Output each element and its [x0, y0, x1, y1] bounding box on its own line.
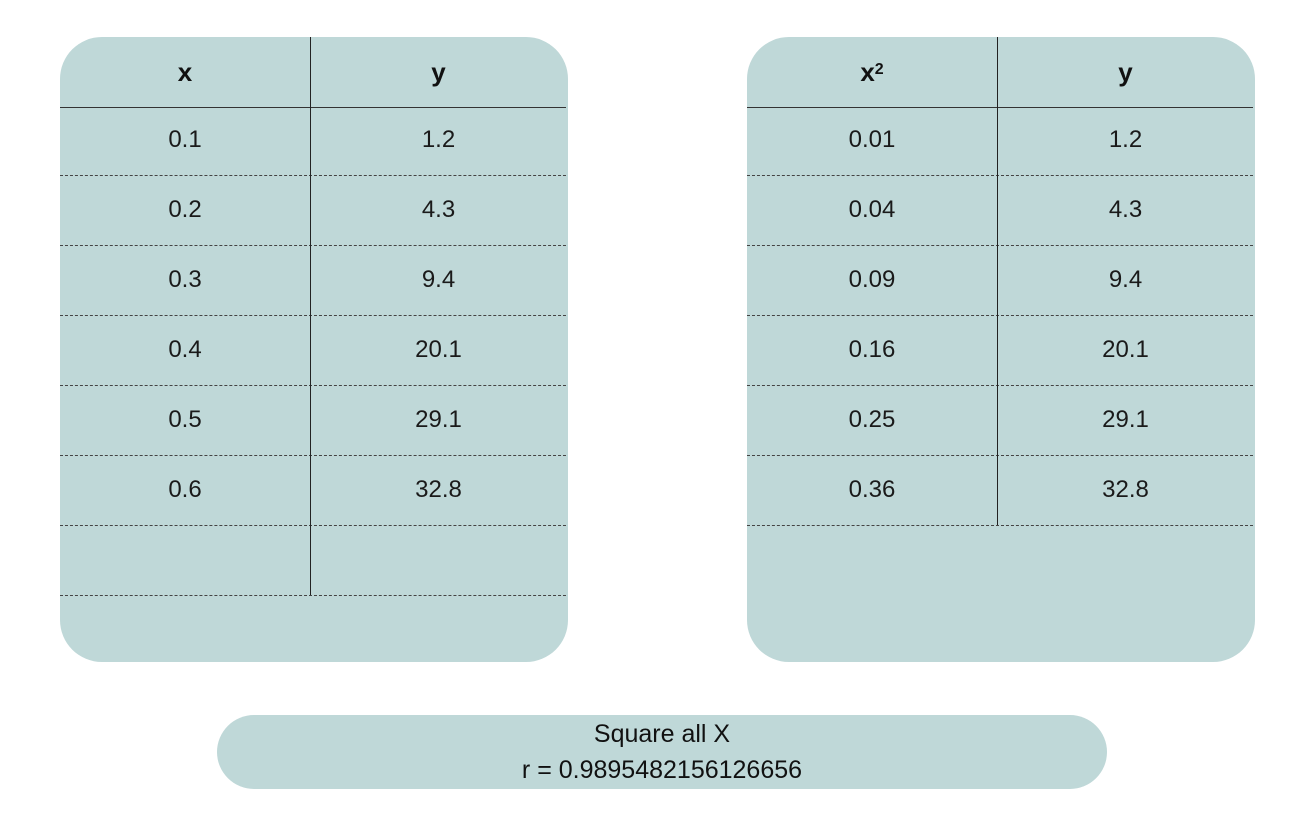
column-header-y: y	[1118, 56, 1133, 87]
cell-x-squared[interactable]: 0.01	[747, 105, 998, 175]
cell-x[interactable]: 0.2	[60, 175, 311, 245]
table-row: 0.25 29.1	[747, 385, 1253, 456]
cell-y[interactable]: 4.3	[421, 196, 456, 223]
table-row: 0.01 1.2	[747, 105, 1253, 176]
column-header-y: y	[431, 56, 446, 87]
table-row: 0.16 20.1	[747, 315, 1253, 386]
table-row: 0.2 4.3	[60, 175, 566, 246]
header-exponent: 2	[874, 61, 884, 78]
transform-result-button[interactable]: Square all X r = 0.9895482156126656	[217, 715, 1107, 789]
column-header-x: x	[60, 37, 311, 107]
table-row: 0.6 32.8	[60, 455, 566, 526]
cell-y[interactable]: 32.8	[1102, 476, 1149, 503]
cell-y[interactable]: 9.4	[1108, 266, 1143, 293]
header-x-text: x	[860, 56, 875, 87]
table-row: 0.5 29.1	[60, 385, 566, 456]
transform-label: Square all X	[593, 720, 731, 748]
table-header-row: x y	[60, 37, 566, 108]
cell-y[interactable]: 29.1	[1102, 406, 1149, 433]
table-row: 0.09 9.4	[747, 245, 1253, 316]
cell-x-squared[interactable]: 0.16	[747, 315, 998, 385]
cell-x[interactable]: 0.5	[60, 385, 311, 455]
cell-x[interactable]: 0.6	[60, 455, 311, 525]
cell-y[interactable]: 4.3	[1108, 196, 1143, 223]
cell-y[interactable]: 20.1	[1102, 336, 1149, 363]
cell-y[interactable]: 29.1	[415, 406, 462, 433]
cell-x-squared[interactable]: 0.36	[747, 455, 998, 525]
table-row-empty	[60, 525, 566, 596]
cell-y[interactable]	[311, 525, 566, 595]
table-row: 0.3 9.4	[60, 245, 566, 316]
table-row: 0.36 32.8	[747, 455, 1253, 526]
cell-x-squared[interactable]: 0.04	[747, 175, 998, 245]
cell-x[interactable]	[60, 525, 311, 595]
cell-x-squared[interactable]: 0.09	[747, 245, 998, 315]
cell-x[interactable]: 0.3	[60, 245, 311, 315]
cell-x-squared[interactable]: 0.25	[747, 385, 998, 455]
cell-y[interactable]: 1.2	[1108, 126, 1143, 153]
cell-y[interactable]: 1.2	[421, 126, 456, 153]
table-row: 0.1 1.2	[60, 105, 566, 176]
table-row: 0.04 4.3	[747, 175, 1253, 246]
table-row: 0.4 20.1	[60, 315, 566, 386]
cell-x[interactable]: 0.1	[60, 105, 311, 175]
original-data-table: x y 0.1 1.2 0.2 4.3 0.3 9.4 0.4 20.1 0.5…	[60, 37, 568, 662]
cell-x[interactable]: 0.4	[60, 315, 311, 385]
cell-y[interactable]: 32.8	[415, 476, 462, 503]
correlation-readout: r = 0.9895482156126656	[521, 756, 803, 784]
cell-y[interactable]: 9.4	[421, 266, 456, 293]
cell-y[interactable]: 20.1	[415, 336, 462, 363]
